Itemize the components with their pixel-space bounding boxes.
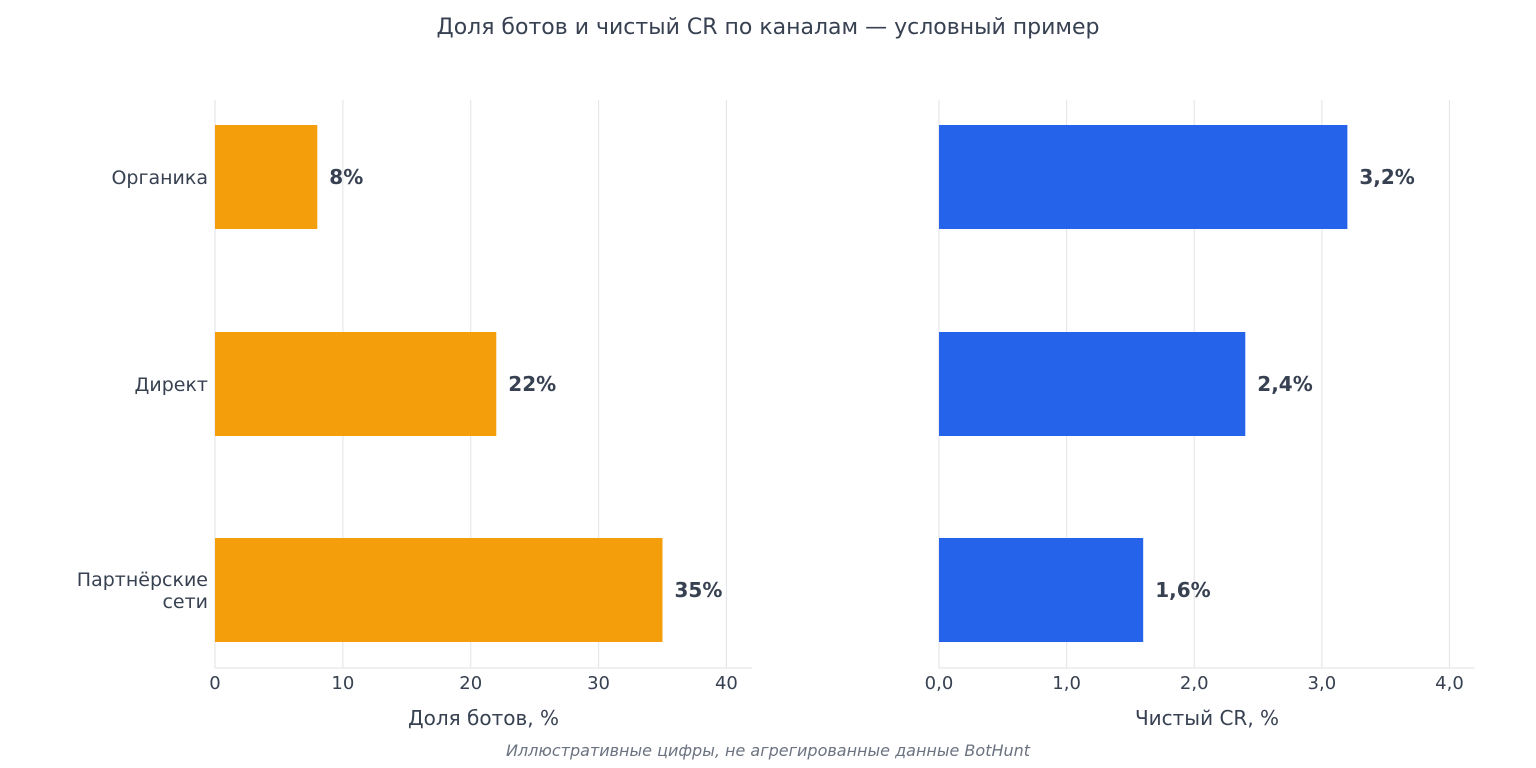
- bot-share-panel: 0 10 20 30 40 Доля ботов, % 8% 22% 35% Органика Ди…: [77, 100, 752, 730]
- clean-cr-panel: 0,0 1,0 2,0 3,0 4,0 Чистый CR, % 3,2% 2,4% 1,6%: [925, 100, 1475, 730]
- x-tick-label: 3,0: [1308, 673, 1337, 694]
- bar-value-label: 1,6%: [1155, 578, 1210, 602]
- category-label: Органика: [111, 167, 208, 189]
- x-tick-label: 30: [587, 673, 610, 694]
- x-axis-label: Чистый CR, %: [1135, 706, 1279, 730]
- x-tick-label: 1,0: [1052, 673, 1081, 694]
- bar: [215, 125, 318, 229]
- bar: [215, 538, 663, 642]
- x-tick-label: 4,0: [1435, 673, 1464, 694]
- x-axis-label: Доля ботов, %: [408, 706, 559, 730]
- bar: [215, 332, 497, 436]
- bar-value-label: 3,2%: [1359, 165, 1414, 189]
- category-label: Директ: [135, 374, 209, 396]
- bar-value-label: 8%: [329, 165, 363, 189]
- bar: [939, 125, 1348, 229]
- x-tick-label: 2,0: [1180, 673, 1209, 694]
- chart-title: Доля ботов и чистый CR по каналам — усло…: [437, 15, 1100, 40]
- bar: [939, 538, 1144, 642]
- x-tick-label: 40: [715, 673, 738, 694]
- bar-value-label: 35%: [675, 578, 723, 602]
- x-tick-label: 0,0: [925, 673, 954, 694]
- bar: [939, 332, 1246, 436]
- footnote: Иллюстративные цифры, не агрегированные …: [506, 741, 1031, 760]
- x-tick-label: 10: [331, 673, 354, 694]
- x-tick-label: 0: [209, 673, 220, 694]
- category-label: Партнёрские сети: [77, 569, 208, 613]
- bar-value-label: 2,4%: [1257, 372, 1312, 396]
- bar-value-label: 22%: [508, 372, 556, 396]
- x-tick-label: 20: [459, 673, 482, 694]
